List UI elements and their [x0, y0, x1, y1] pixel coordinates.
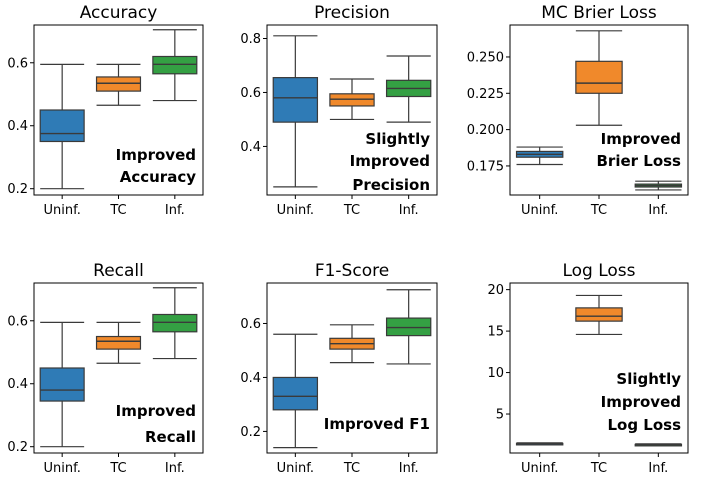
panel-title: Accuracy: [80, 3, 158, 23]
box-uninf: [39, 63, 85, 190]
annotation-text: Brier Loss: [597, 152, 682, 170]
annotation-text: Improved: [601, 393, 681, 411]
iqr-box: [95, 335, 142, 350]
annotation-text: Improved: [116, 402, 196, 420]
iqr-box: [152, 55, 198, 75]
panel-title: Recall: [93, 261, 144, 281]
box-uninf: [272, 333, 319, 449]
box-tc: [329, 324, 375, 364]
y-tick-label: 0.2: [7, 440, 28, 455]
x-tick-label: Uninf.: [521, 203, 558, 218]
box-tc: [575, 294, 623, 336]
x-tick-label: TC: [343, 203, 360, 218]
x-tick-label: TC: [109, 203, 126, 218]
panel-title: F1-Score: [315, 261, 389, 281]
x-tick-label: Uninf.: [277, 461, 314, 476]
box-tc: [95, 63, 142, 106]
annotation-text: Slightly: [616, 370, 681, 388]
panel-f1-score: F1-Score 0.2 0.4 0.6 Uninf. TC Inf. Improved F1: [240, 261, 438, 476]
iqr-box: [575, 60, 623, 94]
x-tick-label: Uninf.: [521, 461, 558, 476]
y-tick-label: 0.4: [240, 140, 261, 155]
box-uninf: [515, 442, 564, 446]
y-tick-label: 0.6: [7, 314, 28, 329]
x-tick-label: Inf.: [165, 203, 185, 218]
x-tick-label: Inf.: [399, 461, 419, 476]
y-tick-label: 0.6: [240, 86, 261, 101]
panel-title: MC Brier Loss: [541, 3, 657, 23]
iqr-box: [39, 367, 85, 402]
annotation-text: Accuracy: [120, 168, 196, 186]
iqr-box: [152, 313, 198, 333]
box-inf: [634, 180, 683, 191]
box-inf: [152, 29, 198, 102]
box-inf: [385, 289, 432, 365]
y-tick-label: 5: [496, 408, 504, 423]
y-tick-label: 0.4: [7, 119, 28, 134]
y-tick-label: 0.2: [240, 425, 261, 440]
y-tick-label: 0.2: [7, 182, 28, 197]
iqr-box: [272, 376, 319, 411]
y-tick-label: 0.4: [7, 377, 28, 392]
x-tick-label: Inf.: [165, 461, 185, 476]
y-tick-label: 0.8: [240, 32, 261, 47]
x-tick-label: TC: [109, 461, 126, 476]
x-tick-label: Uninf.: [43, 461, 80, 476]
panel-title: Precision: [314, 3, 390, 23]
box-inf: [385, 55, 432, 123]
y-tick-label: 0.225: [467, 87, 504, 102]
annotation-text: Log Loss: [607, 416, 681, 434]
y-tick-label: 0.4: [240, 371, 261, 386]
box-inf: [152, 287, 198, 360]
iqr-box: [272, 77, 319, 123]
x-tick-label: Inf.: [648, 203, 668, 218]
annotation-text: Improved: [350, 152, 430, 170]
y-tick-label: 10: [487, 366, 504, 381]
box-inf: [634, 443, 683, 447]
panel-precision: Precision 0.4 0.6 0.8 Uninf. TC Inf. Slightly Im…: [240, 3, 438, 218]
x-tick-label: Uninf.: [43, 203, 80, 218]
y-tick-label: 0.200: [467, 123, 504, 138]
y-tick-label: 0.6: [240, 317, 261, 332]
y-tick-label: 15: [487, 325, 504, 340]
panel-mc-brier-loss: MC Brier Loss 0.175 0.200 0.225 0.250 Uninf. T…: [467, 3, 689, 218]
panel-accuracy: Accuracy 0.2 0.4 0.6 Uninf. TC Inf. Improved Acc…: [7, 3, 204, 218]
annotation-text: Improved: [116, 146, 196, 164]
box-uninf: [515, 146, 564, 166]
y-tick-label: 20: [487, 283, 504, 298]
x-tick-label: Inf.: [399, 203, 419, 218]
panel-recall: Recall 0.2 0.4 0.6 Uninf. TC Inf. Improved Recal…: [7, 261, 204, 476]
x-tick-label: Inf.: [648, 461, 668, 476]
panel-log-loss: Log Loss 5 10 15 20 Uninf. TC Inf. Slightly Impro…: [487, 261, 689, 476]
annotation-text: Precision: [352, 176, 430, 194]
box-uninf: [272, 35, 319, 188]
iqr-box: [95, 76, 142, 92]
panel-title: Log Loss: [562, 261, 635, 281]
x-tick-label: TC: [590, 203, 607, 218]
y-tick-label: 0.250: [467, 50, 504, 65]
box-tc: [329, 78, 375, 121]
y-tick-label: 0.6: [7, 56, 28, 71]
annotation-text: Recall: [145, 428, 196, 446]
x-tick-label: TC: [343, 461, 360, 476]
x-tick-label: TC: [590, 461, 607, 476]
annotation-text: Improved: [601, 130, 681, 148]
annotation-text: Slightly: [365, 130, 430, 148]
box-tc: [575, 30, 623, 126]
iqr-box: [39, 109, 85, 143]
box-uninf: [39, 321, 85, 448]
annotation-text: Improved F1: [324, 415, 430, 433]
y-tick-label: 0.175: [467, 159, 504, 174]
x-tick-label: Uninf.: [277, 203, 314, 218]
box-tc: [95, 321, 142, 364]
iqr-box: [575, 307, 623, 322]
